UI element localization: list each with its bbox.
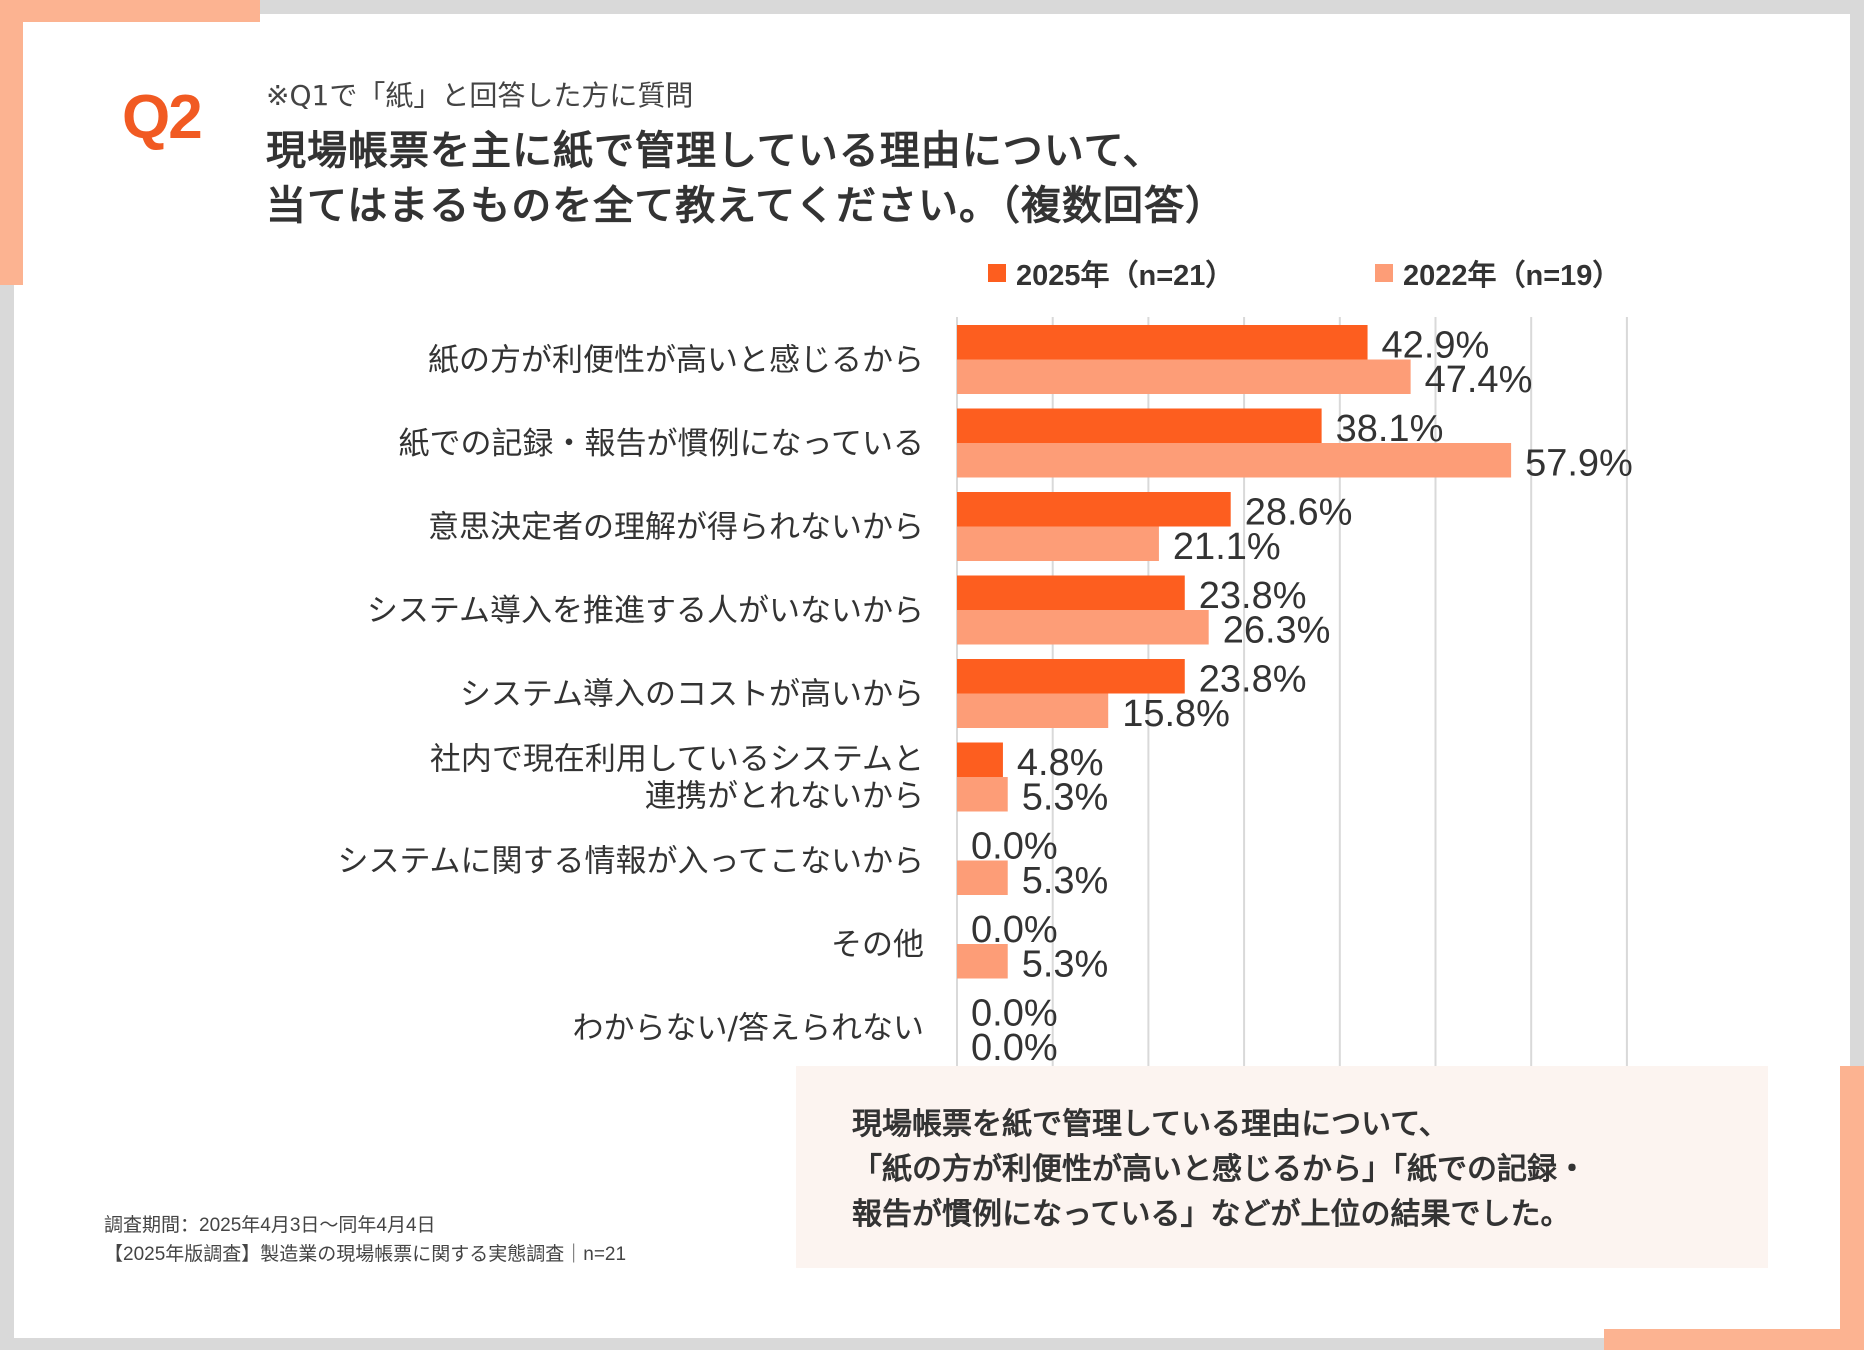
question-condition-note: ※Q1で「紙」と回答した方に質問 <box>266 79 694 112</box>
bars <box>957 325 1512 979</box>
data-label-2022: 5.3% <box>1022 777 1109 819</box>
data-label-2022: 15.8% <box>1122 693 1230 735</box>
bar-2022 <box>957 860 1008 895</box>
bar-2025 <box>957 325 1368 360</box>
legend-label-2022: 2022年（n=19） <box>1403 260 1622 292</box>
survey-source: 【2025年版調査】製造業の現場帳票に関する実態調査｜n=21 <box>104 1244 627 1265</box>
summary-box: 現場帳票を紙で管理している理由について、 「紙の方が利便性が高いと感じるから」「… <box>796 1066 1768 1268</box>
bar-2025 <box>957 408 1322 443</box>
bar-2022 <box>957 526 1159 561</box>
question-title-line-2: 当てはまるものを全て教えてください。（複数回答） <box>266 183 1226 229</box>
summary-line-1: 現場帳票を紙で管理している理由について、 <box>852 1107 1449 1142</box>
frame-accent-top-left-vertical <box>0 0 23 285</box>
bar-2022 <box>957 443 1512 478</box>
category-label: 意思決定者の理解が得られないから <box>428 510 924 546</box>
category-label: システム導入のコストが高いから <box>460 677 924 713</box>
data-label-2025: 42.9% <box>1382 325 1490 367</box>
bar-2022 <box>957 610 1209 645</box>
data-label-2022: 5.3% <box>1022 944 1109 986</box>
data-label-2022: 5.3% <box>1022 860 1109 902</box>
category-label: 社内で現在利用しているシステムと <box>430 742 924 778</box>
category-label: 紙での記録・報告が慣例になっている <box>399 426 924 462</box>
category-label: 紙の方が利便性が高いと感じるから <box>428 343 924 379</box>
data-labels: 42.9%47.4%38.1%57.9%28.6%21.1%23.8%26.3%… <box>971 325 1633 1070</box>
bar-2022 <box>957 693 1109 728</box>
category-label: 連携がとれないから <box>645 779 924 815</box>
legend-item-2025: 2025年（n=21） <box>988 252 1234 294</box>
bar-2025 <box>957 492 1231 527</box>
data-label-2025: 4.8% <box>1017 742 1104 784</box>
bar-2022 <box>957 777 1008 812</box>
category-label: わからない/答えられない <box>573 1011 924 1047</box>
bar-2025 <box>957 659 1185 694</box>
summary-line-2: 「紙の方が利便性が高いと感じるから」「紙での記録・ <box>852 1152 1587 1187</box>
data-label-2025: 23.8% <box>1199 659 1307 701</box>
frame-accent-bottom-right-horizontal <box>1604 1329 1864 1350</box>
legend-swatch-2025 <box>988 264 1006 282</box>
category-labels: 紙の方が利便性が高いと感じるから紙での記録・報告が慣例になっている意思決定者の理… <box>337 343 924 1047</box>
data-label-2025: 38.1% <box>1336 408 1444 450</box>
data-label-2025: 28.6% <box>1245 492 1353 534</box>
data-label-2022: 57.9% <box>1525 443 1633 485</box>
data-label-2022: 21.1% <box>1173 526 1281 568</box>
legend-item-2022: 2022年（n=19） <box>1375 252 1621 294</box>
question-title-line-1: 現場帳票を主に紙で管理している理由について、 <box>266 128 1164 174</box>
bar-2022 <box>957 944 1008 979</box>
legend-swatch-2022 <box>1375 264 1393 282</box>
data-label-2025: 0.0% <box>971 993 1058 1035</box>
data-label-2022: 0.0% <box>971 1027 1058 1069</box>
bar-2025 <box>957 742 1003 777</box>
summary-text: 現場帳票を紙で管理している理由について、 「紙の方が利便性が高いと感じるから」「… <box>852 1102 1587 1237</box>
summary-line-3: 報告が慣例になっている」などが上位の結果でした。 <box>852 1197 1571 1232</box>
category-label: その他 <box>831 927 924 963</box>
legend-label-2025: 2025年（n=21） <box>1016 260 1235 292</box>
data-label-2022: 47.4% <box>1425 359 1533 401</box>
frame-accent-top-left-horizontal <box>0 0 260 22</box>
frame-accent-bottom-right-vertical <box>1840 1066 1864 1350</box>
bar-2025 <box>957 575 1185 610</box>
survey-period: 調査期間：2025年4月3日～同年4月4日 <box>104 1215 436 1236</box>
data-label-2025: 0.0% <box>971 826 1058 868</box>
question-number-badge: Q2 <box>122 83 203 152</box>
footnote: 調査期間：2025年4月3日～同年4月4日 【2025年版調査】製造業の現場帳票… <box>104 1211 626 1269</box>
data-label-2025: 23.8% <box>1199 575 1307 617</box>
question-title: 現場帳票を主に紙で管理している理由について、 当てはまるものを全て教えてください… <box>266 124 1226 234</box>
category-label: システム導入を推進する人がいないから <box>367 593 924 629</box>
data-label-2025: 0.0% <box>971 909 1058 951</box>
bar-2022 <box>957 359 1411 394</box>
data-label-2022: 26.3% <box>1223 610 1331 652</box>
category-label: システムに関する情報が入ってこないから <box>337 844 924 880</box>
